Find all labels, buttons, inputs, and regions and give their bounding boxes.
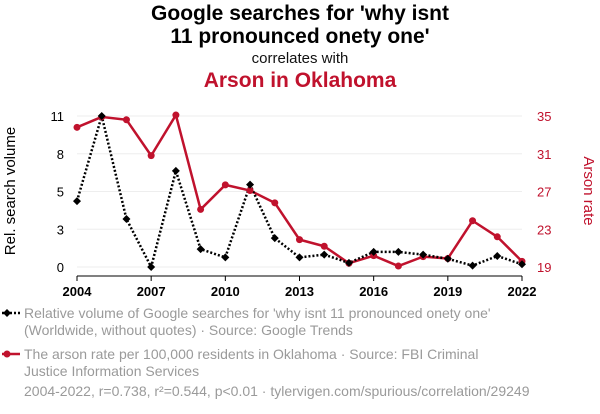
google-searches-point xyxy=(221,253,230,262)
google-searches-point xyxy=(246,180,255,189)
google-searches-point xyxy=(493,252,502,261)
gridlines xyxy=(77,115,522,268)
y-left-tick-label: 5 xyxy=(57,185,64,200)
x-tick-label: 2022 xyxy=(508,284,537,299)
y-right-tick-label: 31 xyxy=(537,147,551,162)
arson-rate-point xyxy=(469,217,477,225)
series-markers xyxy=(73,111,526,271)
arson-rate-point xyxy=(271,199,279,207)
arson-rate-point xyxy=(221,181,229,189)
chart-title: Google searches for 'why isnt 11 pronoun… xyxy=(0,2,600,48)
google-searches-point xyxy=(295,253,304,262)
google-searches-point xyxy=(270,234,279,243)
y-left-tick-label: 3 xyxy=(57,222,64,237)
x-tick-label: 2010 xyxy=(211,284,240,299)
arson-rate-point xyxy=(73,123,81,131)
series-arson-rate-line xyxy=(76,113,523,268)
google-searches-point xyxy=(369,247,378,256)
y-axis-left-label: Rel. search volume xyxy=(2,127,19,255)
y-right-tick-label: 27 xyxy=(537,185,551,200)
x-tick-label: 2007 xyxy=(137,284,166,299)
y-left-tick-label: 8 xyxy=(57,147,64,162)
google-searches-point xyxy=(344,258,353,267)
google-searches-point xyxy=(73,197,81,206)
arson-rate-point xyxy=(394,262,402,270)
arson-rate-point xyxy=(147,152,155,160)
arson-rate-point xyxy=(122,116,130,124)
chart-canvas: 0 19 3 23 5 27 8 31 11 35 2004 2007 2010 2013 2016 2019… xyxy=(2,109,597,299)
google-searches-point xyxy=(518,260,526,269)
legend-marker-dotted-diamond xyxy=(2,309,20,317)
footer-stats: 2004-2022, r=0.738, r²=0.544, p<0.01 · t… xyxy=(24,383,530,399)
arson-rate-point xyxy=(172,111,180,119)
google-searches-point xyxy=(468,261,477,270)
google-searches-point xyxy=(419,250,428,259)
y-right-tick-label: 19 xyxy=(537,260,551,275)
y-right-tick-label: 35 xyxy=(537,109,551,124)
arson-rate-point xyxy=(197,205,205,213)
chart-title-line1: Google searches for 'why isnt xyxy=(151,2,449,25)
google-searches-point xyxy=(320,250,329,259)
arson-rate-point xyxy=(246,187,254,195)
google-searches-point xyxy=(394,247,403,256)
x-tick-label: 2016 xyxy=(359,284,388,299)
google-searches-point xyxy=(122,214,131,223)
x-tick-label: 2019 xyxy=(433,284,462,299)
y-right-tick-label: 23 xyxy=(537,222,551,237)
arson-rate-point xyxy=(320,242,328,250)
google-searches-point xyxy=(196,245,205,254)
legend-marker-solid-line xyxy=(2,350,20,358)
chart-title-secondary: Arson in Oklahoma xyxy=(203,69,397,92)
y-left-tick-label: 11 xyxy=(51,109,65,124)
legend-text-arson-rate: The arson rate per 100,000 residents in … xyxy=(24,346,479,379)
google-searches-point xyxy=(171,166,180,175)
y-left-tick-label: 0 xyxy=(57,260,64,275)
x-tick-label: 2004 xyxy=(63,284,93,299)
axes: 0 19 3 23 5 27 8 31 11 35 2004 2007 2010 2013 2016 2019… xyxy=(51,109,552,299)
google-searches-point xyxy=(97,112,106,120)
y-axis-right-label: Arson rate xyxy=(580,156,597,225)
legend-text-google-searches: Relative volume of Google searches for '… xyxy=(24,305,491,338)
chart-subtitle: correlates with xyxy=(251,50,349,67)
arson-rate-point xyxy=(493,233,501,241)
google-searches-point xyxy=(147,263,156,271)
chart-title-line2: 11 pronounced onety one' xyxy=(170,25,430,48)
google-searches-point xyxy=(443,254,452,263)
x-tick-label: 2013 xyxy=(285,284,314,299)
arson-rate-point xyxy=(296,236,303,244)
